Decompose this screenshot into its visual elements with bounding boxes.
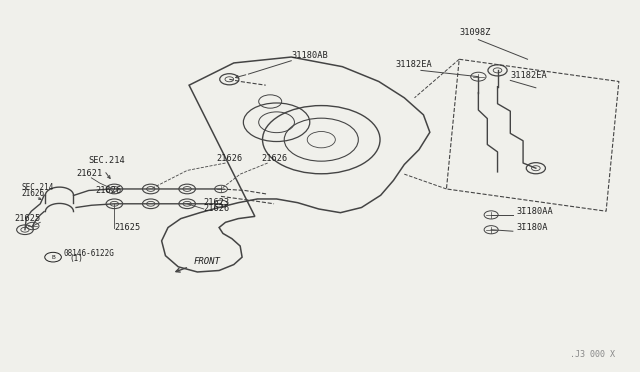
- Text: (1): (1): [70, 254, 84, 263]
- Text: 31182EA: 31182EA: [510, 71, 547, 80]
- Text: 21625: 21625: [115, 223, 141, 232]
- Text: 21626: 21626: [261, 154, 287, 163]
- Text: 31180AB: 31180AB: [291, 51, 328, 60]
- Text: SEC.214: SEC.214: [21, 183, 54, 192]
- Text: 21621: 21621: [76, 169, 102, 177]
- Text: 21626: 21626: [95, 186, 122, 195]
- Text: 08146-6122G: 08146-6122G: [63, 248, 114, 258]
- Text: SEC.214: SEC.214: [89, 156, 125, 165]
- Text: 21623: 21623: [204, 198, 230, 207]
- Text: .J3 000 X: .J3 000 X: [570, 350, 615, 359]
- Text: 31182EA: 31182EA: [396, 60, 432, 69]
- Text: 21626: 21626: [216, 154, 243, 163]
- Text: 21626: 21626: [21, 189, 44, 198]
- Text: 3I180A: 3I180A: [516, 223, 548, 232]
- Text: 21625: 21625: [15, 214, 41, 223]
- Text: 21626: 21626: [204, 204, 230, 213]
- Text: FRONT: FRONT: [193, 257, 220, 266]
- Text: B: B: [51, 255, 55, 260]
- Text: 31098Z: 31098Z: [460, 28, 491, 37]
- Text: 3I180AA: 3I180AA: [516, 207, 554, 216]
